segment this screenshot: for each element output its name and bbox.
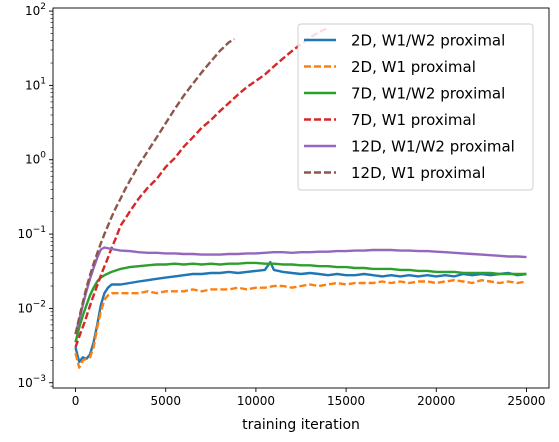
y-tick-label: 101 <box>25 76 46 92</box>
series-line-0 <box>74 260 527 364</box>
legend-label-5: 12D, W1 proximal <box>351 164 485 182</box>
x-tick-label: 25000 <box>507 394 545 408</box>
series-line-2 <box>74 261 527 343</box>
legend-label-4: 12D, W1/W2 proximal <box>351 138 515 156</box>
x-tick-label: 5000 <box>150 394 181 408</box>
y-tick-label: 100 <box>25 151 46 167</box>
series-line-4 <box>74 246 527 335</box>
legend-label-0: 2D, W1/W2 proximal <box>351 32 505 50</box>
x-tick-label: 10000 <box>237 394 275 408</box>
y-axis: 10−3 10−2 10−1 100 101 102 <box>17 2 53 390</box>
series-line-5 <box>74 38 235 335</box>
y-tick-label: 10−1 <box>17 225 46 241</box>
series-line-3 <box>74 26 329 348</box>
plot-area-frame <box>52 7 550 389</box>
x-tick-label: 0 <box>72 394 80 408</box>
series-lines <box>74 26 527 369</box>
x-tick-label: 20000 <box>417 394 455 408</box>
legend-label-3: 7D, W1 proximal <box>351 111 476 129</box>
legend: 2D, W1/W2 proximal 2D, W1 proximal 7D, W1/… <box>297 23 534 191</box>
y-tick-label: 10−2 <box>17 299 46 315</box>
legend-box <box>297 23 534 191</box>
y-tick-label: 102 <box>25 2 46 18</box>
x-axis: 0 5000 10000 15000 20000 25000 <box>72 388 546 408</box>
y-tick-label: 10−3 <box>17 374 46 390</box>
series-line-1 <box>74 279 527 369</box>
x-axis-title: training iteration <box>242 417 360 433</box>
legend-label-1: 2D, W1 proximal <box>351 58 476 76</box>
legend-label-2: 7D, W1/W2 proximal <box>351 85 505 103</box>
x-tick-label: 15000 <box>327 394 365 408</box>
